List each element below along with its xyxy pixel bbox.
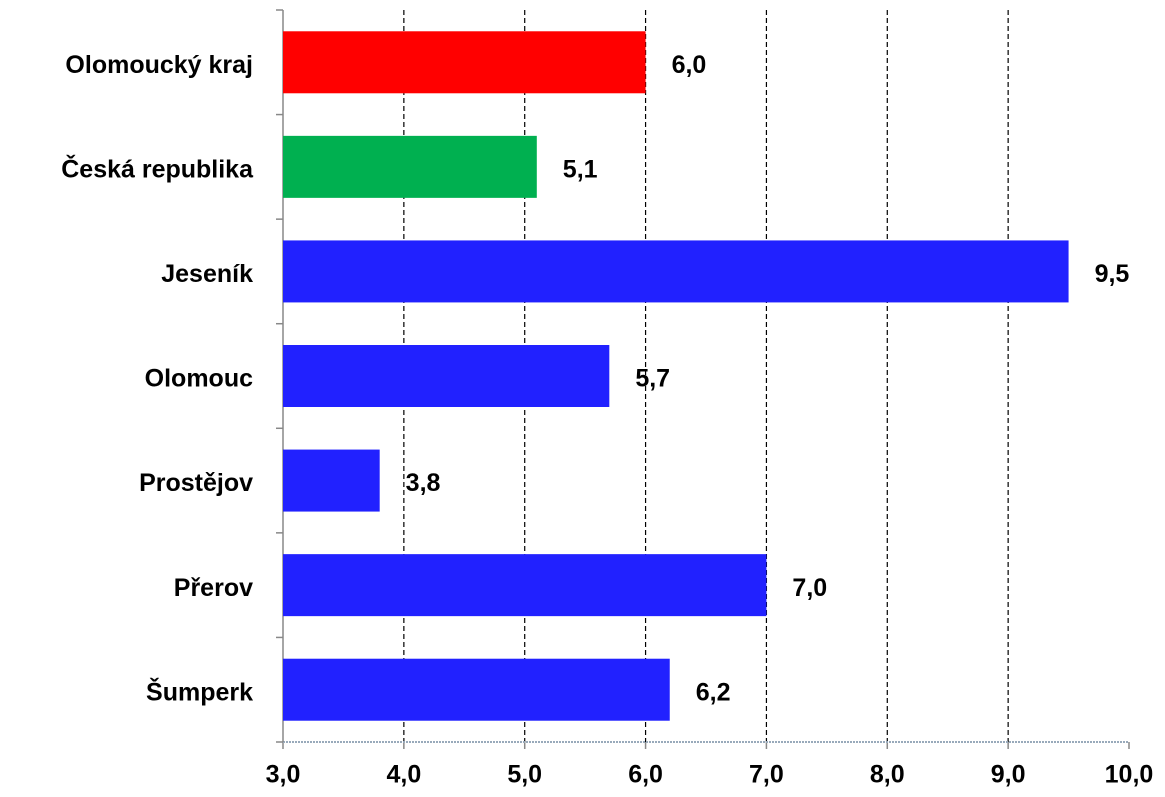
data-label: 9,5 bbox=[1095, 260, 1130, 288]
x-tick-label: 5,0 bbox=[507, 761, 542, 789]
bar bbox=[283, 345, 610, 407]
data-label: 6,0 bbox=[672, 51, 707, 79]
x-tick-label: 6,0 bbox=[628, 761, 663, 789]
x-tick-label: 7,0 bbox=[749, 761, 784, 789]
y-tick-label: Česká republika bbox=[61, 153, 254, 183]
data-label: 6,2 bbox=[696, 678, 731, 706]
y-tick-label: Prostějov bbox=[139, 469, 253, 497]
y-tick-label: Olomouc bbox=[145, 365, 253, 393]
x-tick-label: 4,0 bbox=[386, 761, 421, 789]
data-label: 3,8 bbox=[406, 469, 441, 497]
data-label: 7,0 bbox=[792, 574, 827, 602]
bar bbox=[283, 554, 767, 617]
bar bbox=[283, 135, 537, 198]
data-label: 5,1 bbox=[563, 155, 598, 183]
y-tick-label: Přerov bbox=[174, 574, 253, 602]
bar bbox=[283, 31, 646, 94]
x-tick-label: 9,0 bbox=[991, 761, 1026, 789]
y-tick-label: Olomoucký kraj bbox=[65, 51, 253, 79]
y-tick-label: Jeseník bbox=[161, 260, 253, 288]
x-tick-label: 8,0 bbox=[870, 761, 905, 789]
data-label: 5,7 bbox=[635, 365, 670, 393]
bar bbox=[283, 658, 670, 721]
x-tick-label: 10,0 bbox=[1105, 761, 1154, 789]
x-tick-label: 3,0 bbox=[266, 761, 301, 789]
bar bbox=[283, 449, 380, 512]
y-tick-label: Šumperk bbox=[146, 676, 253, 706]
bar bbox=[283, 240, 1069, 303]
